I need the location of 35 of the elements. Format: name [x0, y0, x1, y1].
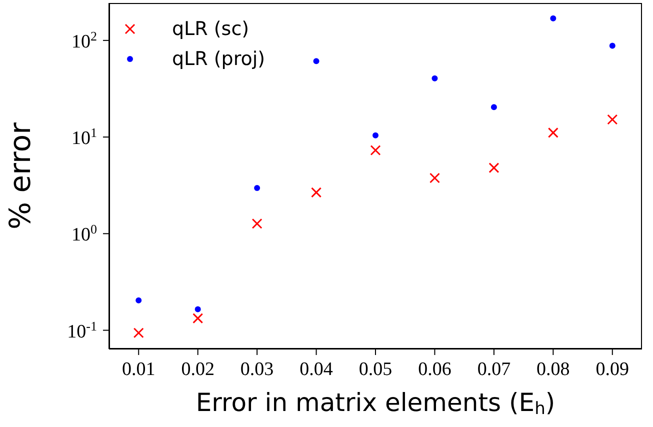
point [313, 58, 320, 64]
x-tick-label: 0.01 [122, 359, 156, 380]
legend-label: qLR (sc) [172, 18, 250, 40]
point [254, 184, 260, 191]
x-tick-label: 0.09 [596, 359, 630, 380]
x-axis-title: Error in matrix elements (E$_{h}$) [196, 388, 556, 420]
legend-label: qLR (proj) [172, 48, 266, 70]
y-tick-label: 10$^{1}$ [72, 124, 97, 150]
point [550, 15, 556, 22]
point [488, 162, 500, 174]
x-tick-label: 0.07 [477, 359, 511, 380]
y-tick-label: 10$^{2}$ [72, 28, 97, 52]
point [432, 75, 438, 82]
y-tick-label: 10$^{-1}$ [67, 318, 97, 342]
y-tick-label: 10$^{0}$ [72, 221, 97, 246]
point [194, 306, 201, 312]
point [311, 187, 322, 198]
y-axis-title: % error [3, 122, 37, 230]
x-tick-label: 0.05 [358, 359, 392, 380]
point [429, 172, 440, 184]
point [133, 328, 144, 338]
x-tick-label: 0.03 [240, 359, 274, 380]
point [607, 114, 618, 125]
point [252, 218, 262, 229]
x-tick-label: 0.06 [418, 359, 452, 380]
point [370, 145, 381, 156]
x-tick-label: 0.08 [536, 359, 570, 380]
point [372, 132, 378, 138]
point [490, 104, 497, 110]
point [548, 127, 558, 138]
point [136, 297, 142, 304]
x-tick-label: 0.04 [300, 359, 334, 380]
point [192, 313, 204, 324]
x-tick-label: 0.02 [181, 359, 214, 380]
point [609, 42, 616, 49]
